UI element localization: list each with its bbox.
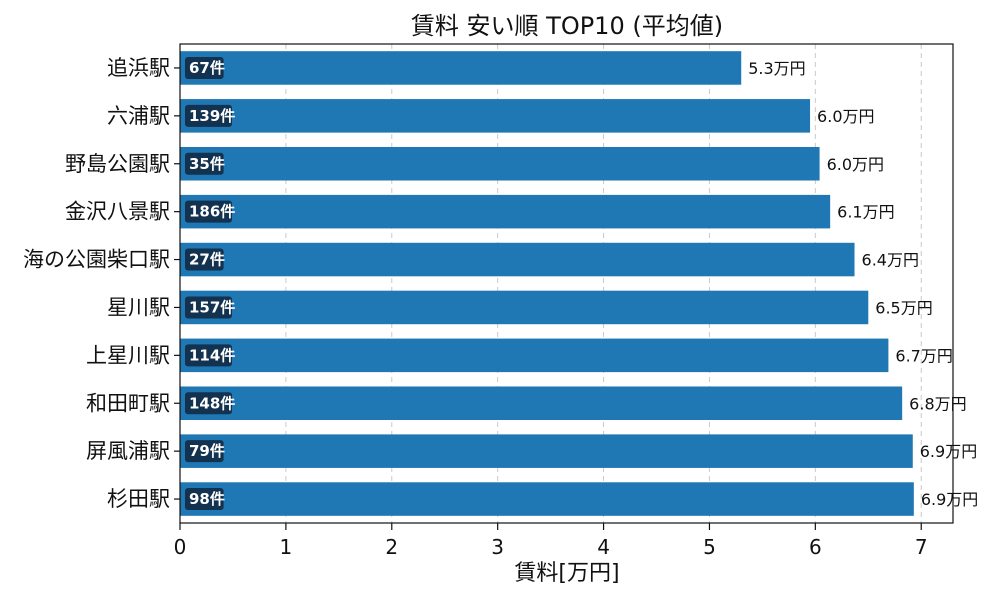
count-badge [185,344,232,367]
value-label: 6.7万円 [895,346,952,365]
count-badge [185,152,224,175]
value-label: 6.5万円 [875,298,932,317]
value-label: 6.0万円 [827,155,884,174]
count-badge [185,200,232,223]
count-label: 114件 [189,346,235,364]
count-badge [185,488,224,511]
x-tick-label: 6 [809,535,822,559]
count-badge [185,392,232,415]
value-label: 6.8万円 [909,394,966,413]
bar [180,242,855,277]
count-label: 67件 [189,59,225,77]
bar [180,434,913,468]
count-badge [185,296,232,319]
category-label: 金沢八景駅 [65,200,170,224]
x-tick-label: 7 [915,535,928,559]
category-label: 和田町駅 [86,391,170,415]
bar [180,146,820,181]
value-label: 5.3万円 [748,59,805,78]
x-tick-label: 5 [703,535,716,559]
x-axis-label: 賃料[万円] [514,561,619,586]
bar [180,482,914,516]
plot-frame [179,43,954,524]
bar [180,386,903,421]
axis-layer: 0 1 2 3 4 5 6 7 [174,43,954,559]
count-label: 27件 [189,251,225,269]
count-label: 186件 [189,203,235,221]
count-label: 139件 [189,107,235,125]
bar [180,338,889,373]
bar [180,51,742,85]
category-label: 野島公園駅 [65,152,170,176]
category-label: 上星川駅 [86,343,170,367]
count-badge [185,248,224,271]
count-badge [185,104,232,127]
value-label: 6.0万円 [817,107,874,126]
category-label: 追浜駅 [107,56,170,80]
category-label: 杉田駅 [107,487,170,511]
value-label: 6.9万円 [921,490,978,509]
bar [180,99,811,133]
x-tick-label: 4 [597,535,610,559]
category-label: 屏風浦駅 [86,439,170,463]
chart-title: 賃料 安い順 TOP10 (平均値) [411,12,723,40]
value-label: 6.4万円 [862,251,919,270]
bars-layer [180,51,914,516]
count-label: 35件 [189,155,225,173]
category-label: 星川駅 [107,295,170,319]
value-label: 6.1万円 [837,203,894,222]
x-tick-label: 3 [491,535,504,559]
count-badge [185,440,224,463]
x-tick-label: 1 [280,535,293,559]
category-label: 海の公園柴口駅 [23,248,170,272]
count-label: 148件 [189,394,235,412]
count-label: 157件 [189,298,235,316]
bar [180,194,831,229]
bar [180,290,869,325]
count-badge [185,56,224,79]
category-label: 六浦駅 [107,104,170,128]
count-label: 79件 [189,442,225,460]
value-label: 6.9万円 [920,442,977,461]
x-tick-label: 0 [174,535,187,559]
x-tick-label: 2 [385,535,398,559]
count-label: 98件 [189,490,225,508]
